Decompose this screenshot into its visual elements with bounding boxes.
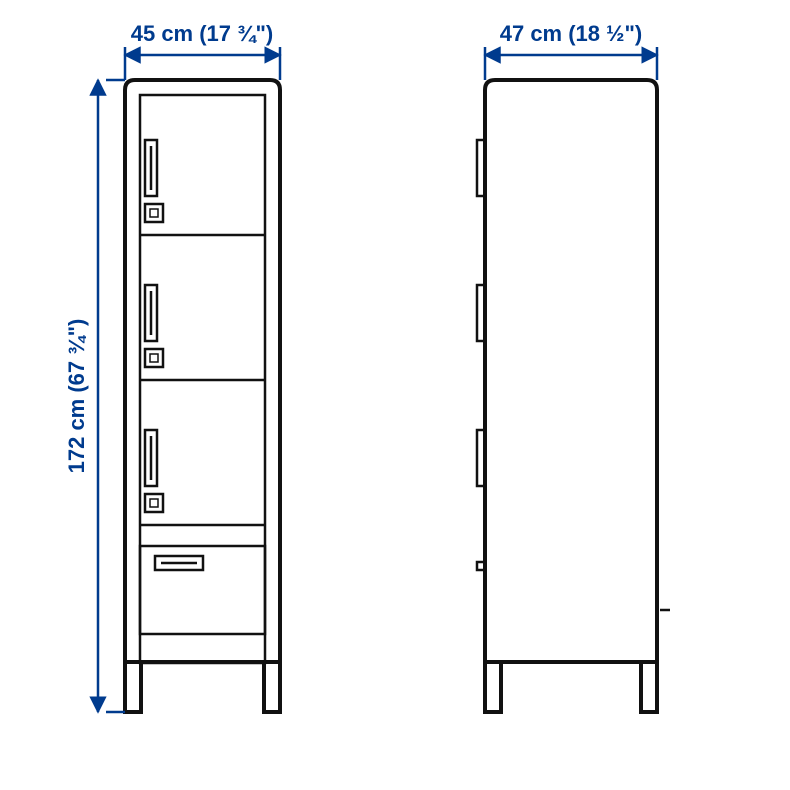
front-body-outline — [125, 80, 280, 662]
front-locker-tag-2 — [145, 349, 163, 367]
front-leg-2 — [264, 664, 280, 712]
front-locker-tag-inner-1 — [150, 209, 158, 217]
front-locker-tag-inner-2 — [150, 354, 158, 362]
front-locker-tag-3 — [145, 494, 163, 512]
dim-depth-label-in: (18 ½") — [568, 21, 642, 46]
dim-width-label-in: (17 ¾") — [199, 21, 273, 46]
dim-width-label-cm: 45 cm — [131, 21, 200, 46]
front-leg-1 — [125, 664, 141, 712]
dim-height-label-in: (67 ¾") — [64, 319, 89, 393]
dimension-diagram: 45 cm (17 ¾") 47 cm (18 ½") 172 cm (67 ¾") — [0, 0, 790, 790]
dim-height-label-cm: 172 cm — [64, 393, 89, 474]
dim-height-label: 172 cm (67 ¾") — [64, 319, 89, 474]
side-leg-2 — [641, 664, 657, 712]
front-locker-tag-inner-3 — [150, 499, 158, 507]
dim-width-label: 45 cm (17 ¾") — [131, 21, 274, 46]
side-body-outline — [485, 80, 657, 662]
dim-depth-label-cm: 47 cm — [500, 21, 569, 46]
side-leg-1 — [485, 664, 501, 712]
front-locker-tag-1 — [145, 204, 163, 222]
dim-depth-label: 47 cm (18 ½") — [500, 21, 643, 46]
